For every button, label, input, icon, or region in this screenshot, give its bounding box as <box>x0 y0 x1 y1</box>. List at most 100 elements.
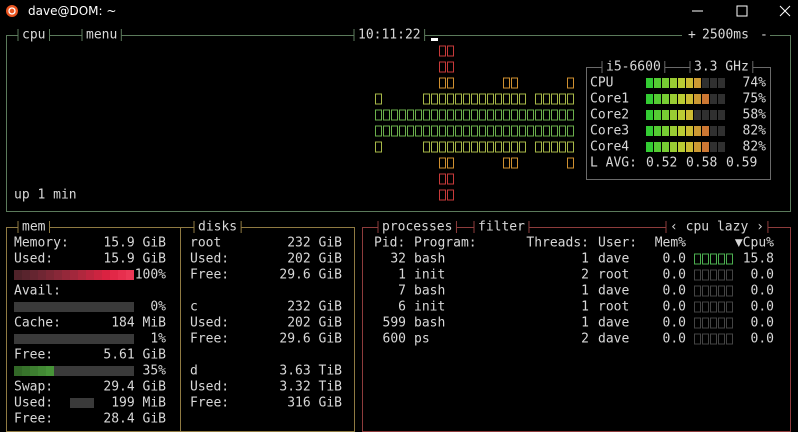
mem-meter-cell <box>110 366 118 376</box>
cpu-graph-cell <box>511 77 518 89</box>
mem-meter-cell <box>30 366 38 376</box>
cpu-graph-cell <box>519 109 526 121</box>
disk-label: Used: <box>190 380 229 395</box>
proc-cell: 1 <box>581 300 589 315</box>
mem-meter-cell <box>102 270 110 280</box>
label-gap <box>474 221 529 233</box>
cpu-graph-cell <box>479 141 486 153</box>
proc-cpu-meter-cell <box>702 333 709 345</box>
proc-cpu-meter-cell <box>718 333 725 345</box>
mem-meter-cell <box>14 334 22 344</box>
core-percent: 82% <box>743 140 767 155</box>
mem-label: Memory: <box>14 236 69 251</box>
mem-meter-cell <box>118 302 126 312</box>
cpu-graph-cell <box>471 125 478 137</box>
proc-cell: 0.0 <box>751 332 774 347</box>
title-bar: dave@DOM: ~ <box>6 4 791 18</box>
core-meter-cell <box>654 142 661 152</box>
disk-used: 3.32 TiB <box>279 380 342 395</box>
proc-cell: 7 <box>398 284 406 299</box>
disk-name: d <box>190 364 198 379</box>
maximize-button[interactable] <box>736 5 748 17</box>
mem-meter-cell <box>38 334 46 344</box>
proc-cpu-meter-cell <box>694 253 701 265</box>
cpu-graph-cell <box>463 125 470 137</box>
cpu-graph-cell <box>391 109 398 121</box>
cpu-graph-cell <box>423 93 430 105</box>
mem-meter-cell <box>86 334 94 344</box>
mem-meter-cell <box>30 270 38 280</box>
core-meter-cell <box>702 110 709 120</box>
filter-button[interactable]: filter <box>478 220 525 235</box>
mem-value: 15.9 GiB <box>103 236 166 251</box>
interval-minus[interactable]: - <box>760 28 768 43</box>
core-meter-cell <box>686 142 693 152</box>
core-meter-cell <box>686 94 693 104</box>
disk-free: 29.6 GiB <box>279 268 342 283</box>
proc-cell: root <box>598 268 629 283</box>
cpu-graph-cell <box>535 109 542 121</box>
cpu-graph-cell <box>447 77 454 89</box>
interval-plus[interactable]: + <box>688 28 696 43</box>
core-meter-cell <box>654 94 661 104</box>
cpu-graph-cell <box>567 77 574 89</box>
load-label: L AVG: <box>590 156 637 171</box>
label-gap <box>194 221 242 233</box>
cpu-graph-cell <box>479 109 486 121</box>
mem-meter-cell <box>102 302 110 312</box>
window-title: dave@DOM: ~ <box>28 4 116 18</box>
proc-cell: dave <box>598 284 629 299</box>
core-meter-cell <box>646 78 653 88</box>
proc-cpu-meter-cell <box>710 253 717 265</box>
mem-meter-cell <box>22 270 30 280</box>
cpu-graph-cell <box>535 141 542 153</box>
mem-meter-cell <box>70 302 78 312</box>
cpu-graph-cell <box>519 93 526 105</box>
close-button[interactable] <box>779 5 791 17</box>
proc-cpu-meter-cell <box>694 285 701 297</box>
core-name: Core1 <box>590 92 629 107</box>
mem-meter-cell <box>78 366 86 376</box>
core-meter-cell <box>670 126 677 136</box>
mem-meter-cell <box>38 270 46 280</box>
sort-selector[interactable]: ‹ cpu lazy › <box>670 220 764 235</box>
cpu-graph-cell <box>447 157 454 169</box>
mem-meter-cell <box>78 334 86 344</box>
cpu-graph-cell <box>447 173 454 185</box>
proc-cpu-meter-cell <box>710 301 717 313</box>
mem-value: 5.61 GiB <box>103 348 166 363</box>
cpu-graph-cell <box>463 109 470 121</box>
cpu-graph-cell <box>447 61 454 73</box>
cpu-graph-cell <box>423 141 430 153</box>
cpu-graph-cell <box>439 189 446 201</box>
core-meter-cell <box>646 126 653 136</box>
proc-cell: 0.0 <box>663 268 686 283</box>
cpu-graph-cell <box>439 157 446 169</box>
label-gap <box>602 61 665 73</box>
cpu-graph-cell <box>423 109 430 121</box>
mem-meter-cell <box>126 366 134 376</box>
mem-meter-cell <box>54 366 62 376</box>
cpu-graph-cell <box>431 125 438 137</box>
cpu-graph-cell <box>447 93 454 105</box>
load-value: 0.58 <box>686 156 717 171</box>
core-meter-cell <box>718 94 725 104</box>
proc-cell: 600 <box>383 332 406 347</box>
core-meter-cell <box>678 126 685 136</box>
proc-cpu-meter-cell <box>694 269 701 281</box>
disk-label: Free: <box>190 332 229 347</box>
cpu-graph-cell <box>391 125 398 137</box>
core-meter-cell <box>686 126 693 136</box>
cpu-graph-cell <box>511 125 518 137</box>
proc-cpu-meter-cell <box>718 285 725 297</box>
core-meter-cell <box>694 110 701 120</box>
proc-cpu-meter-cell <box>718 253 725 265</box>
menu-button[interactable]: menu <box>86 28 117 43</box>
mem-meter-cell <box>102 366 110 376</box>
cpu-graph-cell <box>519 125 526 137</box>
core-percent: 74% <box>743 76 767 91</box>
disks-box-label: disks <box>198 220 237 235</box>
cpu-model: i5-6600 <box>606 60 661 75</box>
core-meter-cell <box>702 142 709 152</box>
